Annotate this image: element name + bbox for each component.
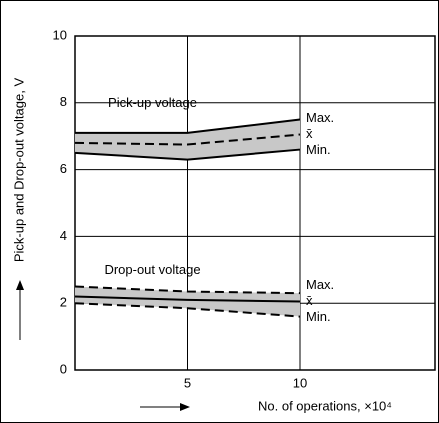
band bbox=[75, 286, 300, 317]
plot-area bbox=[74, 35, 436, 371]
series-line bbox=[75, 118, 301, 134]
x-tick-label: 5 bbox=[184, 375, 191, 390]
series-line bbox=[74, 148, 301, 161]
y-tick-label: 0 bbox=[60, 361, 67, 376]
series-label: x̄ bbox=[306, 126, 313, 141]
y-axis-label: Pick-up and Drop-out voltage, V bbox=[11, 78, 26, 263]
y-tick-label: 8 bbox=[60, 94, 67, 109]
series-label: Min. bbox=[306, 142, 331, 157]
series-label: Max. bbox=[306, 110, 334, 125]
y-tick-label: 10 bbox=[53, 27, 67, 42]
x-axis-label: No. of operations, ×10⁴ bbox=[258, 398, 392, 413]
group-label: Drop-out voltage bbox=[104, 262, 200, 277]
series-line bbox=[74, 295, 301, 303]
x-arrow-head bbox=[180, 403, 190, 411]
series-label: Max. bbox=[306, 277, 334, 292]
series-line bbox=[74, 285, 301, 295]
y-tick-label: 4 bbox=[60, 228, 67, 243]
band bbox=[75, 119, 300, 160]
y-arrow-head bbox=[16, 280, 24, 290]
series-label: Min. bbox=[306, 309, 331, 324]
y-tick-label: 2 bbox=[60, 295, 67, 310]
series-line bbox=[74, 133, 301, 146]
series-line bbox=[74, 302, 301, 318]
y-tick-label: 6 bbox=[60, 161, 67, 176]
x-tick-label: 10 bbox=[293, 375, 307, 390]
group-label: Pick-up voltage bbox=[108, 95, 197, 110]
series-label: x̄ bbox=[306, 293, 313, 308]
